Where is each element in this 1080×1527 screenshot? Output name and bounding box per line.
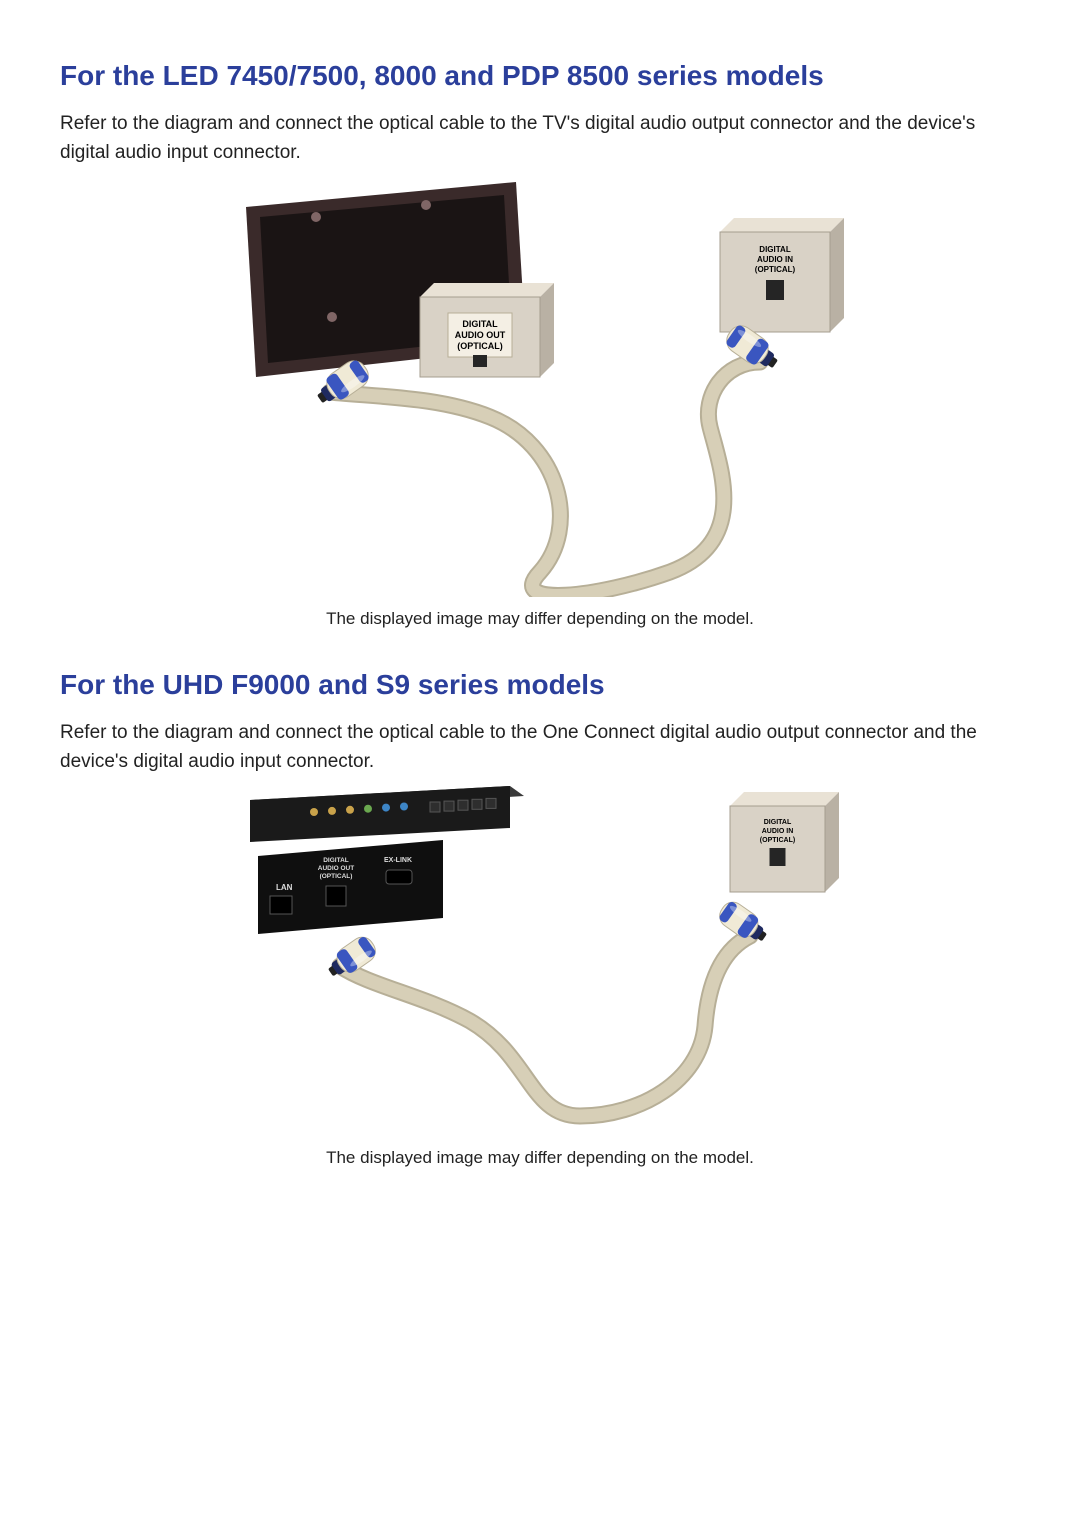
svg-text:DIGITAL: DIGITAL xyxy=(764,819,792,826)
svg-text:(OPTICAL): (OPTICAL) xyxy=(320,873,353,880)
svg-text:LAN: LAN xyxy=(276,883,293,892)
svg-text:DIGITAL: DIGITAL xyxy=(323,857,349,864)
section2-diagram: LANDIGITALAUDIO OUT(OPTICAL)EX-LINKDIGIT… xyxy=(230,786,850,1136)
section1-heading: For the LED 7450/7500, 8000 and PDP 8500… xyxy=(60,60,1020,92)
section2-heading: For the UHD F9000 and S9 series models xyxy=(60,669,1020,701)
svg-text:EX-LINK: EX-LINK xyxy=(384,857,412,864)
document-page: For the LED 7450/7500, 8000 and PDP 8500… xyxy=(0,0,1080,1527)
svg-text:AUDIO IN: AUDIO IN xyxy=(762,828,794,835)
section1-diagram-wrap: DIGITALAUDIO OUT(OPTICAL)DIGITALAUDIO IN… xyxy=(60,177,1020,669)
svg-text:AUDIO OUT: AUDIO OUT xyxy=(318,865,355,872)
svg-text:AUDIO OUT: AUDIO OUT xyxy=(455,330,506,340)
svg-text:(OPTICAL): (OPTICAL) xyxy=(755,265,796,274)
section2-body: Refer to the diagram and connect the opt… xyxy=(60,719,1020,776)
svg-text:DIGITAL: DIGITAL xyxy=(462,319,498,329)
section1-caption: The displayed image may differ depending… xyxy=(326,609,754,629)
section1-body: Refer to the diagram and connect the opt… xyxy=(60,110,1020,167)
svg-text:(OPTICAL): (OPTICAL) xyxy=(760,837,795,844)
section2-caption: The displayed image may differ depending… xyxy=(326,1148,754,1168)
section2-diagram-wrap: LANDIGITALAUDIO OUT(OPTICAL)EX-LINKDIGIT… xyxy=(60,786,1020,1208)
svg-text:AUDIO IN: AUDIO IN xyxy=(757,255,793,264)
svg-text:(OPTICAL): (OPTICAL) xyxy=(457,341,503,351)
section1-diagram: DIGITALAUDIO OUT(OPTICAL)DIGITALAUDIO IN… xyxy=(230,177,850,597)
svg-text:DIGITAL: DIGITAL xyxy=(759,245,791,254)
